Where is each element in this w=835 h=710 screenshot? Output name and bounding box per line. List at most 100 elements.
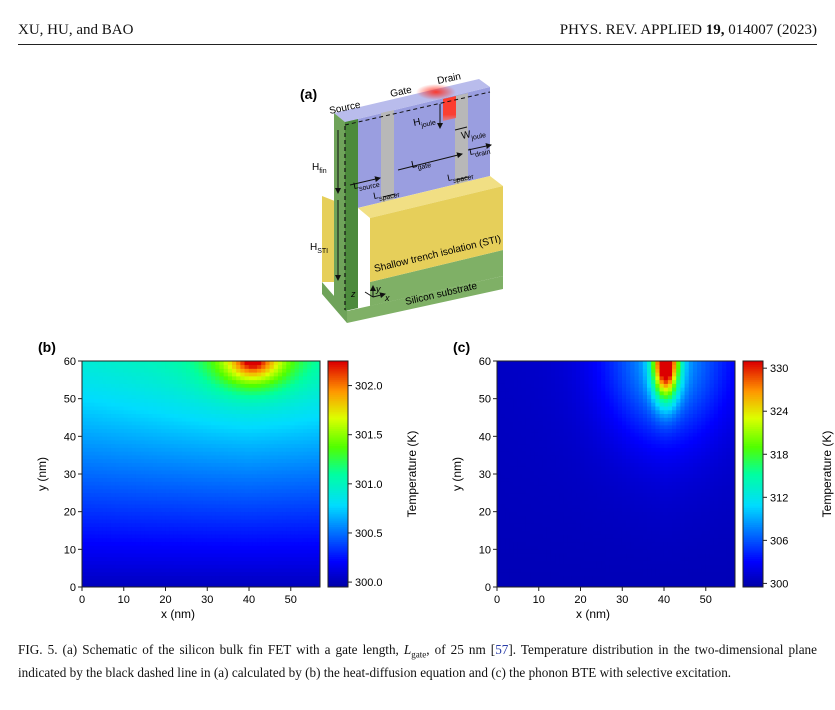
heatmap-cell	[252, 575, 258, 580]
heatmap-cell	[588, 571, 594, 576]
heatmap-cell	[542, 564, 548, 569]
heatmap-cell	[82, 424, 87, 430]
heatmap-cell	[219, 503, 225, 509]
heatmap-cell	[156, 530, 162, 535]
heatmap-cell	[215, 575, 221, 580]
heatmap-cell	[227, 368, 233, 373]
heatmap-cell	[534, 361, 540, 366]
heatmap-cell	[509, 428, 515, 433]
heatmap-cell	[525, 518, 531, 524]
heatmap-cell	[290, 462, 296, 467]
heatmap-cell	[555, 458, 560, 463]
heatmap-cell	[236, 515, 241, 520]
heatmap-cell	[534, 564, 540, 569]
heatmap-cell	[517, 398, 523, 403]
heatmap-cell	[240, 451, 246, 456]
heatmap-cell	[307, 364, 312, 369]
heatmap-cell	[169, 394, 175, 399]
heatmap-cell	[190, 481, 196, 486]
heatmap-cell	[106, 560, 112, 565]
heatmap-cell	[82, 447, 87, 452]
heatmap-cell	[194, 473, 200, 479]
heatmap-cell	[115, 451, 120, 456]
heatmap-cell	[550, 492, 556, 497]
heatmap-cell	[530, 372, 535, 377]
heatmap-cell	[148, 436, 154, 441]
heatmap-cell	[115, 496, 120, 501]
heatmap-cell	[152, 417, 158, 422]
heatmap-cell	[315, 503, 320, 509]
heatmap-cell	[530, 364, 535, 369]
heatmap-cell	[294, 372, 300, 377]
heatmap-cell	[119, 526, 125, 531]
heatmap-cell	[211, 507, 216, 512]
heatmap-cell	[546, 571, 552, 576]
heatmap-cell	[232, 560, 237, 565]
heatmap-cell	[257, 541, 262, 546]
heatmap-cell	[123, 564, 129, 569]
heatmap-cell	[240, 402, 246, 407]
heatmap-cell	[538, 549, 544, 554]
heatmap-cell	[584, 402, 590, 407]
heatmap-cell	[517, 579, 523, 584]
running-header-authors: XU, HU, and BAO	[18, 22, 134, 38]
heatmap-cell	[307, 488, 312, 494]
heatmap-cell	[315, 372, 320, 377]
heatmap-cell	[509, 575, 515, 580]
heatmap-cell	[563, 372, 569, 377]
heatmap-cell	[177, 383, 183, 388]
heatmap-cell	[236, 477, 241, 482]
heatmap-cell	[135, 582, 141, 587]
heatmap-cell	[169, 451, 175, 456]
heatmap-cell	[248, 466, 254, 471]
heatmap-cell	[513, 469, 519, 475]
heatmap-cell	[257, 507, 262, 512]
heatmap-cell	[98, 549, 104, 554]
heatmap-cell	[211, 409, 216, 415]
heatmap-cell	[273, 485, 279, 490]
heatmap-cell	[261, 473, 267, 479]
heatmap-cell	[177, 488, 183, 494]
heatmap-cell	[177, 379, 183, 384]
heatmap-cell	[257, 533, 262, 539]
heatmap-cell	[513, 375, 519, 381]
heatmap-cell	[294, 511, 300, 516]
heatmap-cell	[94, 500, 100, 505]
heatmap-cell	[550, 417, 556, 422]
heatmap-cell	[98, 420, 104, 426]
heatmap-cell	[273, 439, 279, 445]
heatmap-cell	[282, 481, 287, 486]
heatmap-cell	[202, 500, 208, 505]
heatmap-cell	[148, 451, 154, 456]
heatmap-cell	[148, 420, 154, 426]
heatmap-cell	[82, 567, 87, 573]
heatmap-cell	[85, 511, 91, 516]
heatmap-cell	[152, 560, 158, 565]
heatmap-cell	[248, 533, 254, 539]
heatmap-cell	[177, 432, 183, 437]
heatmap-cell	[261, 420, 267, 426]
heatmap-cell	[530, 409, 535, 415]
colorbar-segment	[328, 454, 348, 458]
heatmap-cell	[173, 526, 179, 531]
heatmap-cell	[546, 567, 552, 573]
heatmap-cell	[240, 492, 246, 497]
heatmap-cell	[282, 500, 287, 505]
heatmap-cell	[567, 481, 573, 486]
heatmap-cell	[546, 466, 552, 471]
heatmap-cell	[517, 503, 523, 509]
heatmap-cell	[534, 526, 540, 531]
heatmap-cell	[265, 462, 271, 467]
heatmap-cell	[181, 541, 187, 546]
heatmap-cell	[206, 500, 212, 505]
heatmap-cell	[294, 409, 300, 415]
heatmap-cell	[546, 533, 552, 539]
heatmap-cell	[571, 409, 577, 415]
heatmap-cell	[181, 515, 187, 520]
heatmap-cell	[315, 477, 320, 482]
colorbar-segment	[328, 398, 348, 401]
heatmap-cell	[223, 447, 229, 452]
heatmap-cell	[265, 451, 271, 456]
heatmap-cell	[223, 582, 229, 587]
heatmap-cell	[505, 469, 510, 475]
